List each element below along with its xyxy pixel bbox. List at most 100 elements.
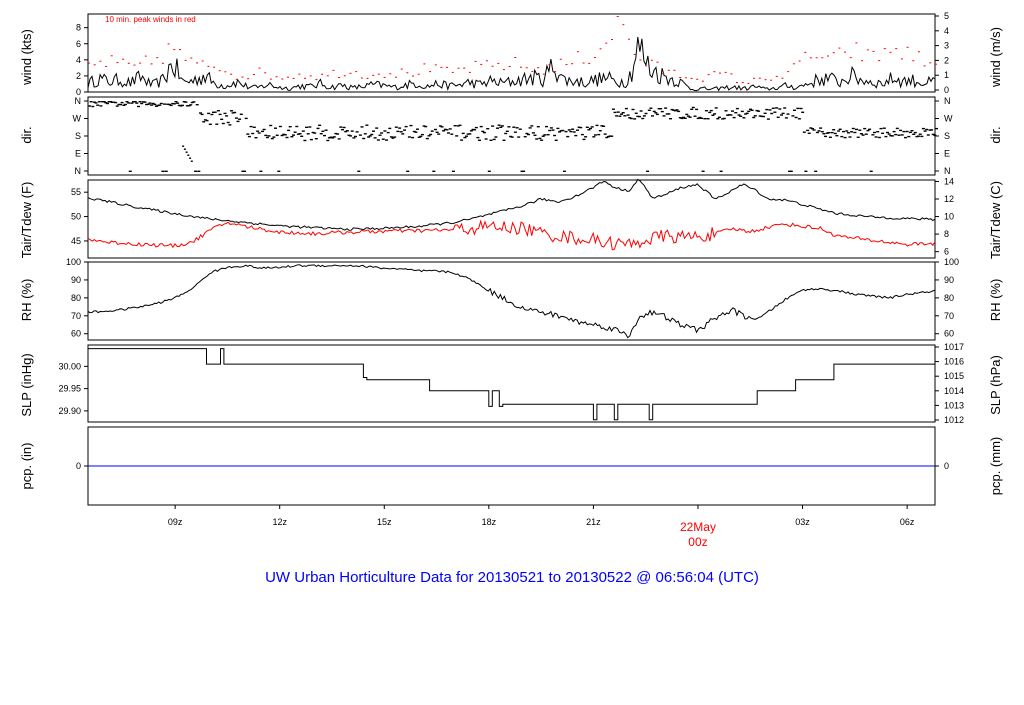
rh-right-tick-label: 100: [944, 257, 959, 267]
wind-direction-point: [210, 113, 214, 116]
peak-wind-point: [514, 57, 517, 58]
wind-direction-point: [765, 108, 769, 111]
wind-direction-point: [394, 126, 398, 128]
wind-direction-point: [766, 118, 770, 120]
wind-direction-point: [135, 102, 139, 104]
peak-wind-point: [611, 39, 613, 40]
wind-direction-point: [376, 139, 380, 141]
wind-direction-point: [427, 135, 431, 137]
wind-direction-point: [442, 130, 446, 132]
wind-direction-point: [163, 103, 167, 105]
peak-wind-point: [815, 57, 818, 59]
wind-direction-point: [316, 127, 320, 130]
wind-direction-point: [355, 131, 359, 133]
wind-direction-point: [327, 137, 331, 139]
wind-direction-point: [876, 131, 880, 133]
wind-direction-point: [502, 139, 506, 141]
wind-direction-point: [513, 131, 517, 133]
wind-direction-point: [321, 130, 325, 132]
peak-wind-point: [650, 59, 653, 61]
wind-direction-point: [230, 110, 233, 112]
wind-direction-point: [825, 132, 829, 134]
wind-direction-point: [409, 124, 413, 127]
wind-direction-point: [706, 118, 710, 120]
wind-direction-point: [781, 112, 785, 115]
peak-wind-point: [110, 55, 113, 57]
wind-direction-point: [252, 126, 256, 128]
wind-direction-point: [479, 125, 483, 128]
wind-direction-point: [696, 117, 700, 120]
peak-wind-point: [451, 71, 454, 73]
wind-direction-point: [466, 133, 470, 135]
wind-direction-point: [465, 135, 468, 137]
wind-direction-point: [585, 126, 589, 128]
wind-direction-point: [744, 113, 748, 115]
wind-direction-point: [727, 114, 731, 116]
wind-direction-point: [665, 113, 669, 115]
wind-direction-point: [107, 101, 111, 103]
wind-direction-point: [773, 111, 777, 113]
wind-direction-point: [290, 136, 294, 138]
wind-direction-point: [456, 125, 460, 127]
peak-wind-point: [116, 62, 119, 64]
wind-direction-point: [595, 124, 599, 127]
wind-direction-point: [141, 101, 145, 103]
wind-direction-point: [659, 108, 663, 110]
wind-direction-point: [92, 101, 96, 103]
wind-direction-point: [897, 134, 901, 136]
wind-direction-point: [97, 101, 101, 103]
wind-direction-point: [339, 126, 343, 128]
wind-direction-point: [350, 130, 354, 132]
peak-wind-point: [127, 62, 130, 64]
wind-direction-point: [303, 139, 307, 142]
wind-direction-point: [546, 134, 550, 136]
peak-wind-point: [872, 50, 875, 52]
wind-direction-point: [535, 138, 539, 140]
x-tick-label: 21z: [586, 517, 601, 527]
wind-direction-point: [905, 130, 909, 133]
wind-direction-point: [760, 115, 764, 118]
wind-direction-point: [130, 102, 134, 104]
rh-right-tick-label: 70: [944, 311, 954, 321]
wind-direction-point: [931, 133, 935, 136]
wind-direction-point: [243, 170, 246, 172]
wind-direction-point: [884, 135, 888, 138]
wind-direction-point: [432, 170, 436, 172]
wind-direction-point: [404, 125, 408, 128]
wind-direction-point: [102, 101, 106, 103]
wind-direction-point: [868, 128, 872, 130]
wind-direction-point: [589, 127, 592, 130]
pcp-ylabel-left: pcp. (in): [19, 443, 34, 490]
peak-wind-point: [275, 76, 278, 78]
peak-wind-point: [412, 75, 414, 77]
wind-direction-point: [336, 133, 340, 135]
wind-direction-point: [602, 125, 606, 127]
rh-left-tick-label: 70: [71, 311, 81, 321]
temp-left-tick-label: 50: [71, 212, 81, 222]
wind-direction-point: [553, 134, 557, 137]
peak-wind-point: [218, 70, 221, 72]
wind-direction-point: [864, 133, 868, 135]
wind-direction-point: [460, 139, 464, 141]
wind-direction-point: [168, 103, 171, 106]
wind-direction-point: [709, 109, 713, 112]
wind-direction-point: [750, 109, 754, 111]
wind-left-tick-label: 8: [76, 23, 81, 33]
wind-direction-point: [445, 129, 449, 131]
wind-direction-point: [791, 115, 795, 117]
wind-direction-point: [411, 136, 415, 139]
x-tick-label: 18z: [482, 517, 497, 527]
wind-direction-point: [329, 136, 333, 138]
slp-ylabel-right: SLP (hPa): [988, 355, 1003, 415]
wind-direction-point: [305, 126, 309, 128]
wind-direction-point: [819, 127, 823, 129]
wind-direction-point: [137, 105, 140, 108]
wind-direction-point: [438, 125, 442, 127]
wind-left-tick-label: 4: [76, 55, 81, 65]
wind-direction-point: [174, 101, 178, 103]
slp-right-tick-label: 1014: [944, 386, 964, 396]
wind-direction-point: [115, 105, 119, 107]
wind-direction-point: [358, 134, 362, 136]
peak-wind-point: [690, 77, 693, 79]
